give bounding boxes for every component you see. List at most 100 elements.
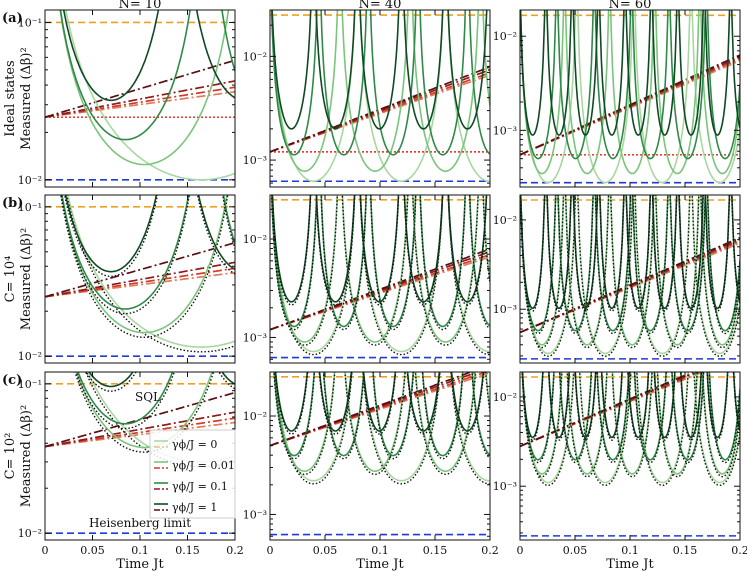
heisenberg-annotation: Heisenberg limit bbox=[89, 516, 191, 530]
measured-curve-3 bbox=[520, 195, 740, 312]
x-axis-title: Time Jt bbox=[356, 557, 404, 571]
legend: γϕ/J = 0 γϕ/J = 0.01 γϕ/J = 0.1 γϕ/J = 1 bbox=[149, 429, 236, 519]
plot-area bbox=[520, 10, 740, 184]
oscillation-curve-0 bbox=[271, 10, 490, 182]
x-tick-label: 0.2 bbox=[731, 544, 747, 557]
drift-curve-2 bbox=[45, 261, 235, 298]
legend-label-2: γϕ/J = 0.1 bbox=[172, 480, 228, 493]
y-tick-label: 10⁻² bbox=[493, 214, 517, 227]
x-tick-label: 0.2 bbox=[226, 544, 244, 557]
x-tick-label: 0.1 bbox=[131, 544, 149, 557]
oscillation-curve-0 bbox=[64, 10, 235, 181]
row-label-line2: Measured (Δβ)² bbox=[19, 47, 34, 149]
row-label-line2: Measured (Δβ)² bbox=[19, 228, 34, 330]
measured-curve-1 bbox=[74, 372, 215, 453]
y-tick-label: 10⁻¹ bbox=[18, 201, 42, 214]
sql-annotation: SQL bbox=[135, 390, 161, 404]
drift-curve-3 bbox=[45, 241, 235, 298]
measured-curve-2 bbox=[520, 195, 740, 335]
y-tick-label: 10⁻³ bbox=[243, 331, 267, 344]
legend-label-1: γϕ/J = 0.01 bbox=[172, 459, 235, 472]
drift-curve-3 bbox=[270, 66, 490, 153]
x-tick-label: 0 bbox=[42, 544, 49, 557]
oscillation-curve-3 bbox=[62, 10, 235, 102]
y-tick-label: 10⁻³ bbox=[243, 154, 267, 167]
x-tick-label: 0.05 bbox=[80, 544, 105, 557]
oscillation-curve-2 bbox=[59, 10, 235, 141]
plot-area bbox=[270, 372, 490, 536]
y-tick-label: 10⁻¹ bbox=[18, 378, 42, 391]
panel-b-N10: 10⁻² 10⁻¹(b) C= 10⁴ Measured (Δβ)² bbox=[2, 194, 236, 364]
drift-curve-0 bbox=[45, 90, 235, 119]
plot-area bbox=[520, 372, 740, 537]
drift-curve-2 bbox=[45, 80, 235, 119]
row-label-line2: Measured (Δβ)² bbox=[19, 405, 34, 507]
y-tick-label: 10⁻² bbox=[243, 233, 267, 246]
x-tick-label: 0 bbox=[517, 544, 524, 557]
x-tick-label: 0.1 bbox=[371, 544, 389, 557]
plot-area bbox=[45, 195, 235, 357]
oscillation-curve-3 bbox=[271, 10, 488, 130]
measured-curve-3 bbox=[521, 372, 740, 441]
column-title: N= 40 bbox=[359, 0, 402, 12]
measured-curve-1 bbox=[271, 195, 490, 346]
measured-curve-2 bbox=[270, 195, 490, 331]
x-tick-label: 0 bbox=[267, 544, 274, 557]
drift-curve-2 bbox=[45, 411, 235, 448]
plot-area bbox=[45, 10, 235, 181]
y-tick-label: 10⁻³ bbox=[493, 303, 517, 316]
panel-tag: (a) bbox=[2, 11, 23, 26]
drift-curve-0 bbox=[45, 421, 235, 448]
oscillation-curve-2 bbox=[270, 10, 490, 156]
oscillation-curve-3 bbox=[88, 372, 235, 388]
panel-frame bbox=[269, 371, 491, 541]
y-tick-label: 10⁻² bbox=[493, 30, 517, 43]
oscillation-curve-3 bbox=[64, 195, 235, 273]
row-label-line1: C= 10⁴ bbox=[3, 256, 18, 303]
panel-tag: (c) bbox=[2, 373, 22, 388]
x-tick-label: 0.1 bbox=[621, 544, 639, 557]
oscillation-curve-2 bbox=[520, 10, 740, 160]
x-axis-title: Time Jt bbox=[606, 557, 654, 571]
oscillation-curve-1 bbox=[273, 372, 490, 472]
measured-curve-0 bbox=[271, 195, 490, 356]
y-tick-label: 10⁻³ bbox=[493, 480, 517, 493]
measured-curve-0 bbox=[274, 372, 490, 485]
legend-label-0: γϕ/J = 0 bbox=[172, 438, 217, 451]
oscillation-curve-3 bbox=[521, 372, 740, 439]
panel-c-N40: 0 0.05 0.1 0.15 0.2 10⁻³ 10⁻² Time Jt bbox=[243, 371, 499, 571]
measured-curve-3 bbox=[63, 195, 235, 278]
panel-b-N40: 10⁻³ 10⁻² bbox=[243, 194, 491, 364]
measured-curve-2 bbox=[60, 195, 235, 315]
drift-curve-3 bbox=[520, 54, 740, 156]
drift-curve-1 bbox=[45, 417, 235, 448]
panel-tag: (b) bbox=[2, 196, 23, 211]
oscillation-curve-3 bbox=[274, 372, 485, 432]
oscillation-curve-1 bbox=[59, 10, 230, 166]
y-tick-label: 10⁻² bbox=[18, 174, 42, 187]
oscillation-curve-1 bbox=[271, 10, 490, 172]
y-tick-label: 10⁻² bbox=[18, 527, 42, 540]
panel-c-N10: 0 0.05 0.1 0.15 0.2 10⁻² 10⁻¹ Time Jt (c) C= 10² M… bbox=[2, 371, 244, 571]
drift-curve-1 bbox=[45, 86, 235, 119]
x-tick-label: 0.05 bbox=[313, 544, 338, 557]
drift-curve-0 bbox=[45, 271, 235, 298]
row-label-line1: C= 10² bbox=[3, 433, 18, 480]
panel-a-N10: 10⁻² 10⁻¹ N= 10 (a) Ideal states Measured (Δβ… bbox=[2, 0, 236, 188]
drift-curve-3 bbox=[45, 59, 235, 119]
panel-a-N60: 10⁻³ 10⁻² N= 60 bbox=[493, 0, 741, 188]
y-tick-label: 10⁻² bbox=[493, 391, 517, 404]
x-tick-label: 0.15 bbox=[423, 544, 448, 557]
plot-area bbox=[270, 195, 490, 359]
oscillation-curve-0 bbox=[520, 10, 740, 184]
row-label-line1: Ideal states bbox=[3, 60, 18, 136]
measured-curve-1 bbox=[60, 195, 229, 338]
x-axis-title: Time Jt bbox=[116, 557, 164, 571]
y-tick-label: 10⁻¹ bbox=[18, 16, 42, 29]
measured-curve-0 bbox=[521, 372, 740, 486]
x-tick-label: 0.15 bbox=[673, 544, 698, 557]
oscillation-curve-2 bbox=[77, 372, 174, 425]
measured-curve-0 bbox=[85, 372, 235, 468]
